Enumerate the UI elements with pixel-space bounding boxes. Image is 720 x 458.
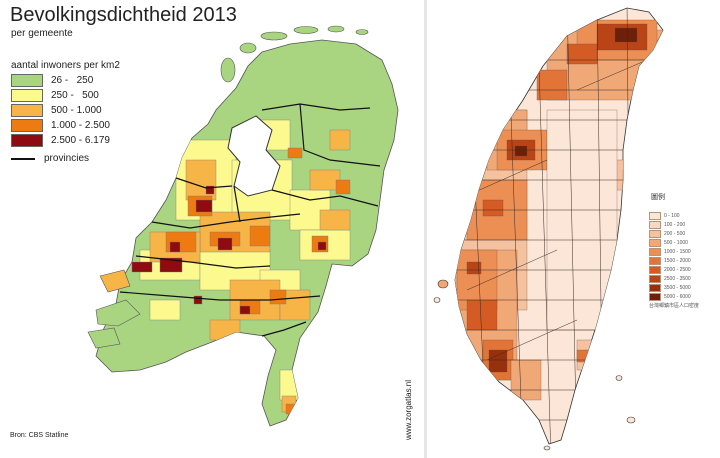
tw-legend-label: 5000 - 6000 <box>664 294 691 300</box>
tw-legend: 圖例 0 - 100 100 - 200 200 - 500 500 - 100… <box>649 192 699 309</box>
nl-province-boundaries <box>119 103 381 337</box>
nl-boundary-line-icon <box>11 157 35 160</box>
tw-legend-swatch <box>649 239 661 247</box>
tw-legend-row: 2000 - 2500 <box>649 266 699 274</box>
nl-density-patches <box>131 119 351 415</box>
nl-legend-row: 1.000 - 2.500 <box>11 118 110 132</box>
taiwan-map <box>433 7 664 451</box>
nl-map-title: Bevolkingsdichtheid 2013 <box>10 4 237 26</box>
nl-legend-row: 500 - 1.000 <box>11 103 110 117</box>
netherlands-panel: Bevolkingsdichtheid 2013 per gemeente aa… <box>10 4 413 440</box>
nl-legend-label: 500 - 1.000 <box>51 104 102 116</box>
nl-legend-row: 2.500 - 6.179 <box>11 133 110 147</box>
tw-legend-swatch <box>649 212 661 220</box>
tw-legend-label: 1500 - 2000 <box>664 258 691 264</box>
tw-legend-row: 500 - 1000 <box>649 239 699 247</box>
nl-legend-label: 26 - 250 <box>51 74 94 86</box>
nl-source: Bron: CBS Statline <box>10 432 69 439</box>
netherlands-map <box>87 25 399 427</box>
tw-legend-source: 台灣鄉鎮市區人口密度 <box>649 303 700 309</box>
nl-map-subtitle: per gemeente <box>11 28 73 39</box>
nl-boundary-label: provincies <box>44 153 90 164</box>
tw-legend-row: 2500 - 3500 <box>649 275 699 283</box>
nl-boundary-legend: provincies <box>11 153 89 164</box>
tw-legend-swatch <box>649 284 661 292</box>
tw-legend-row: 100 - 200 <box>649 221 699 229</box>
tw-legend-label: 1000 - 1500 <box>664 249 691 255</box>
tw-legend-swatch <box>649 230 661 238</box>
tw-legend-label: 0 - 100 <box>664 213 680 219</box>
nl-zeeland-islands <box>87 269 141 349</box>
tw-legend-row: 5000 - 6000 <box>649 293 699 301</box>
tw-legend-label: 200 - 500 <box>664 231 686 237</box>
nl-wadden-islands <box>220 25 369 83</box>
nl-legend-swatch <box>11 103 43 117</box>
tw-legend-label: 500 - 1000 <box>664 240 688 246</box>
tw-legend-swatch <box>649 248 661 256</box>
nl-legend-row: 250 - 500 <box>11 88 110 102</box>
tw-legend-swatch <box>649 266 661 274</box>
tw-legend-row: 1500 - 2000 <box>649 257 699 265</box>
tw-legend-label: 2500 - 3500 <box>664 276 691 282</box>
tw-legend-title: 圖例 <box>651 194 665 201</box>
nl-legend-swatch <box>11 118 43 132</box>
tw-offshore-islands <box>433 279 636 451</box>
nl-legend-row: 26 - 250 <box>11 73 110 87</box>
tw-legend-swatch <box>649 257 661 265</box>
tw-legend-row: 1000 - 1500 <box>649 248 699 256</box>
nl-legend-label: 250 - 500 <box>51 89 99 101</box>
tw-legend-swatch <box>649 293 661 301</box>
tw-legend-swatch <box>649 221 661 229</box>
nl-legend-label: 2.500 - 6.179 <box>51 134 110 146</box>
nl-legend-swatch <box>11 133 43 147</box>
tw-legend-row: 0 - 100 <box>649 212 699 220</box>
tw-legend-row: 3500 - 5000 <box>649 284 699 292</box>
nl-legend-label: 1.000 - 2.500 <box>51 119 110 131</box>
nl-legend-swatch <box>11 88 43 102</box>
tw-legend-label: 100 - 200 <box>664 222 686 228</box>
tw-legend-label: 3500 - 5000 <box>664 285 691 291</box>
taiwan-panel: 圖例 0 - 100 100 - 200 200 - 500 500 - 100… <box>427 0 720 458</box>
nl-credit: www.zorgatlas.nl <box>404 379 413 440</box>
panel-divider <box>424 0 427 458</box>
tw-legend-swatch <box>649 275 661 283</box>
tw-legend-row: 200 - 500 <box>649 230 699 238</box>
tw-legend-label: 2000 - 2500 <box>664 267 691 273</box>
nl-legend-title: aantal inwoners per km2 <box>11 60 120 71</box>
nl-legend-swatch <box>11 73 43 87</box>
nl-legend: 26 - 250 250 - 500 500 - 1.000 1.000 - 2… <box>11 73 110 148</box>
